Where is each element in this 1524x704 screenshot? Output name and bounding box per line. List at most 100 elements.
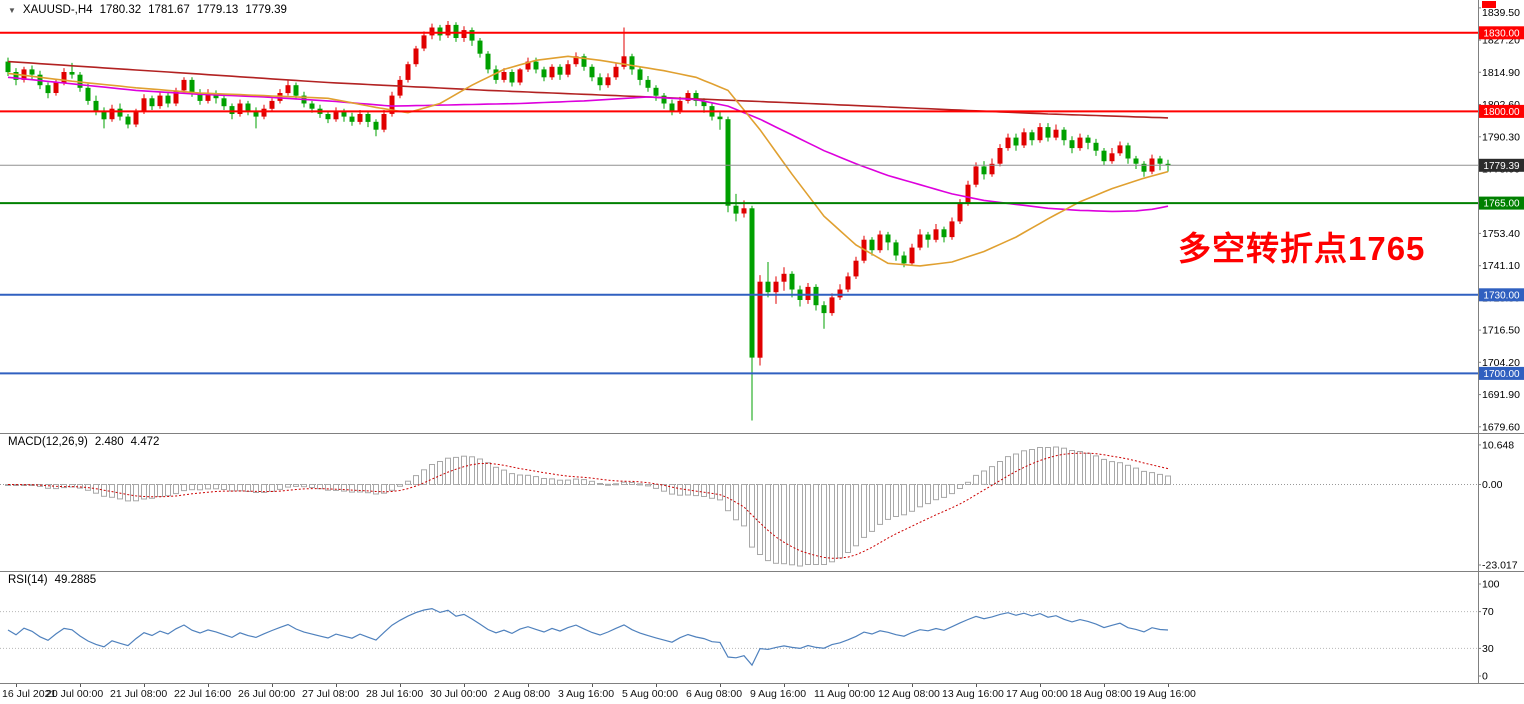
macd-bar (1029, 449, 1035, 485)
macd-bar (309, 484, 315, 488)
macd-bar (765, 484, 771, 562)
candle-body (45, 85, 51, 94)
chevron-down-icon[interactable]: ▼ (8, 5, 16, 15)
time-tick (336, 684, 337, 687)
macd-bar (525, 474, 531, 485)
macd-bar (1149, 472, 1155, 485)
price-badge-label: 1700.00 (1483, 369, 1520, 380)
price-badge-label: 1779.39 (1483, 161, 1520, 172)
candle-body (741, 208, 747, 214)
macd-bar (293, 484, 299, 487)
candle-body (149, 98, 155, 107)
macd-bar (1157, 473, 1163, 486)
macd-bar (365, 484, 371, 494)
time-axis[interactable]: 16 Jul 2021 20 Jul 00:00 21 Jul 08:00 22 Ju… (0, 683, 1524, 704)
ma-magenta-line (7, 76, 1169, 213)
candle-body (1109, 153, 1115, 162)
rsi-chart[interactable]: 100 70 30 0 (0, 571, 1524, 683)
macd-bar (693, 484, 699, 497)
candle-body (989, 163, 995, 175)
candle-body (645, 79, 651, 88)
macd-bar (245, 484, 251, 492)
price-badge (1479, 158, 1524, 172)
macd-bar (925, 484, 931, 505)
macd-bar (621, 481, 627, 486)
macd-bar (581, 479, 587, 485)
candle-body (925, 234, 931, 240)
candle-body (533, 61, 539, 70)
macd-bar (565, 479, 571, 485)
time-tick (784, 684, 785, 687)
candle-body (837, 289, 843, 298)
candle-body (485, 53, 491, 70)
macd-bar (645, 484, 651, 487)
macd-bar (269, 484, 275, 492)
macd-bar (413, 475, 419, 485)
macd-bar (1061, 447, 1067, 485)
macd-bar (677, 484, 683, 496)
macd-bar (941, 484, 947, 498)
price-axis-label: 1679.60 (1482, 421, 1520, 433)
candle-body (589, 66, 595, 78)
macd-bar (197, 484, 203, 491)
candle-body (493, 69, 499, 80)
candle-body (141, 98, 147, 112)
macd-bar (317, 484, 323, 490)
candle-body (733, 205, 739, 214)
candle-body (661, 95, 667, 104)
macd-bar (557, 479, 563, 486)
candle-body (893, 242, 899, 256)
candle-body (1165, 163, 1171, 166)
candle-body (805, 286, 811, 300)
time-label: 27 Jul 08:00 (302, 688, 360, 700)
axis-top-marker (1482, 1, 1496, 8)
macd-chart[interactable]: 10.648 0.00 -23.017 (0, 433, 1524, 571)
macd-bar (853, 484, 859, 547)
macd-bar (501, 469, 507, 485)
candle-body (749, 208, 755, 358)
candle-body (517, 69, 523, 83)
candle-body (477, 40, 483, 54)
macd-bar (277, 484, 283, 490)
candle-body (853, 260, 859, 277)
candle-body (1077, 137, 1083, 149)
macd-bar (445, 457, 451, 485)
time-tick (400, 684, 401, 687)
macd-bar (1101, 458, 1107, 485)
macd-bar (509, 473, 515, 485)
macd-bar (1005, 456, 1011, 485)
candle-body (509, 72, 515, 83)
candle-body (381, 114, 387, 130)
macd-bar (781, 484, 787, 565)
price-axis-label: 1753.40 (1482, 228, 1520, 240)
candle-body (333, 111, 339, 120)
price-axis-label: 1716.50 (1482, 325, 1520, 337)
macd-bar (389, 484, 395, 491)
close-value: 1779.39 (245, 4, 287, 16)
candles-layer (5, 21, 1171, 421)
main-chart-panel[interactable]: 1839.501827.201814.901802.601790.301778.… (0, 0, 1524, 433)
candle-body (877, 234, 883, 251)
macd-bar (349, 484, 355, 493)
time-tick (16, 684, 17, 687)
rsi-panel[interactable]: 100 70 30 0 RSI(14) 49.2885 (0, 571, 1524, 683)
candle-body (93, 100, 99, 112)
macd-main-value: 2.480 (94, 436, 124, 448)
candle-body (1037, 127, 1043, 141)
macd-bar (213, 484, 219, 490)
candle-body (573, 56, 579, 65)
time-label: 20 Jul 00:00 (46, 688, 104, 700)
macd-bar (149, 484, 155, 499)
macd-histogram (5, 446, 1171, 567)
macd-panel[interactable]: 10.648 0.00 -23.017 MACD(12,26,9) 2.480 4.… (0, 433, 1524, 571)
candle-body (445, 24, 451, 36)
candle-body (13, 72, 19, 80)
instrument-info: ▼ XAUUSD-,H4 1780.32 1781.67 1779.13 177… (8, 4, 287, 16)
macd-bar (341, 484, 347, 492)
candle-body (973, 166, 979, 185)
price-axis-label: 1741.10 (1482, 260, 1520, 272)
macd-bar (709, 484, 715, 499)
candlestick-chart[interactable]: 1839.501827.201814.901802.601790.301778.… (0, 0, 1524, 433)
price-axis-label: 1814.90 (1482, 67, 1520, 79)
candle-body (245, 103, 251, 112)
